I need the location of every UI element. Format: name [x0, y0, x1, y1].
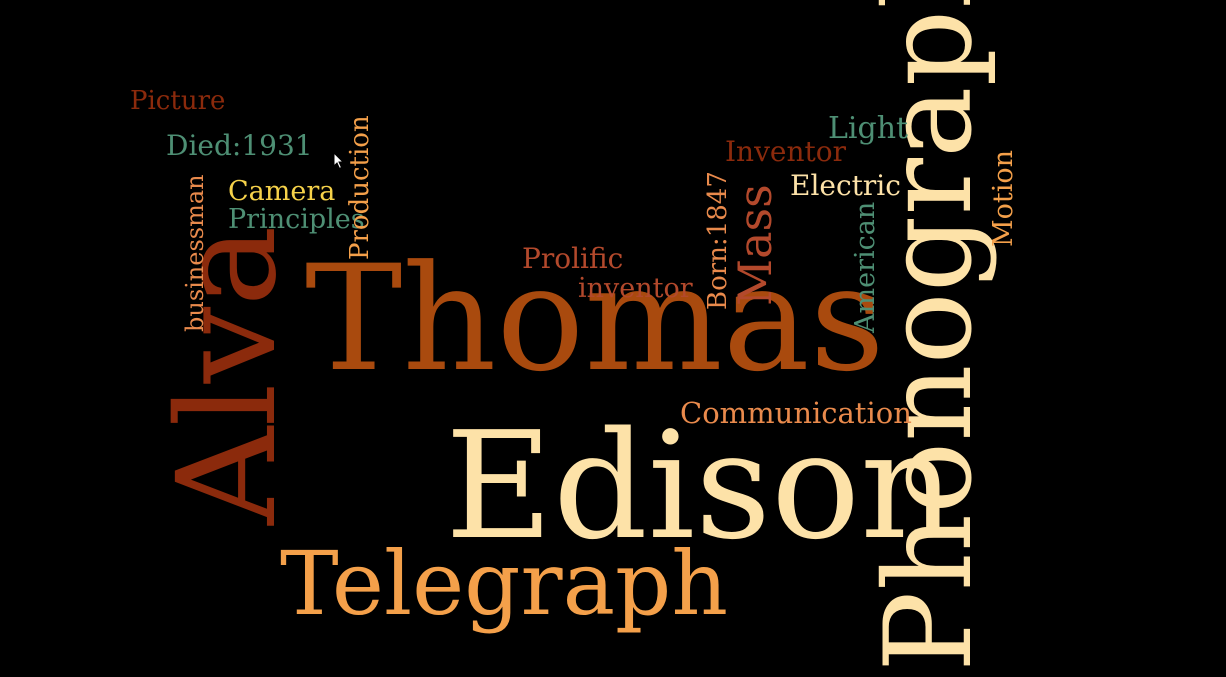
word-born: Born:1847 [703, 171, 733, 310]
word-light: Light [828, 111, 909, 146]
mouse-pointer-icon [333, 152, 345, 170]
word-thomas: Thomas [305, 234, 885, 404]
word-edison: Edison [445, 400, 956, 572]
word-died: Died:1931 [166, 129, 313, 162]
word-picture: Picture [130, 86, 226, 116]
word-principles: Principles [228, 204, 365, 235]
word-businessman: businessman [181, 174, 209, 332]
word-electric: Electric [790, 169, 901, 202]
word-prolific: Prolific [522, 242, 624, 275]
word-communication: Communication [680, 396, 912, 430]
word-production: Production [345, 115, 375, 260]
word-motion: Motion [988, 149, 1019, 247]
word-american: American [850, 201, 881, 333]
word-phonograph: Phonograph [860, 0, 999, 672]
word-camera: Camera [228, 176, 336, 207]
word-telegraph: Telegraph [280, 532, 729, 635]
word-inventor-cap: Inventor [725, 135, 847, 168]
word-mass: Mass [728, 184, 782, 306]
word-inventor-lower: inventor [578, 273, 693, 304]
